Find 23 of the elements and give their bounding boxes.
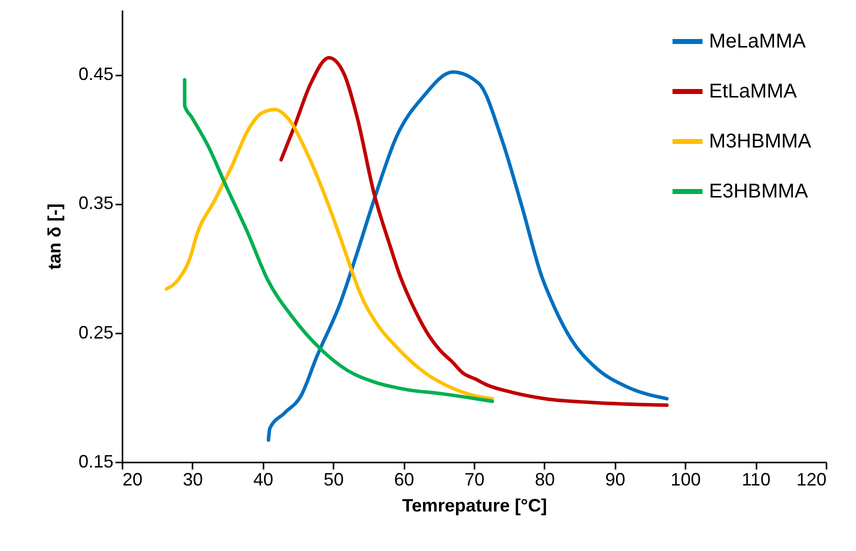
x-tick-label: 120: [796, 470, 826, 490]
y-tick-label: 0.15: [78, 452, 114, 472]
x-tick-label: 80: [534, 470, 555, 490]
x-axis-title: Temrepature [°C]: [402, 496, 547, 516]
legend-label: EtLaMMA: [709, 80, 798, 102]
legend-label: E3HBMMA: [709, 180, 809, 202]
x-tick-label: 90: [605, 470, 626, 490]
y-tick-label: 0.45: [78, 64, 114, 84]
x-tick-label: 110: [742, 470, 770, 490]
line-series: [266, 70, 669, 442]
legend-label: MeLaMMA: [709, 30, 806, 52]
x-tick-label: 30: [182, 470, 203, 490]
x-tick-label: 70: [464, 470, 485, 490]
x-tick-label: 40: [253, 470, 274, 490]
legend-label: M3HBMMA: [709, 130, 812, 152]
x-tick-label: 100: [670, 470, 701, 490]
line-series: [279, 56, 669, 407]
y-axis-title: tan δ [-]: [44, 204, 64, 270]
x-tick-label: 60: [394, 470, 414, 490]
x-tick-label: 20: [122, 470, 143, 490]
y-tick-label: 0.35: [78, 193, 114, 214]
y-tick-label: 0.25: [78, 322, 114, 342]
x-tick-label: 50: [324, 470, 344, 490]
